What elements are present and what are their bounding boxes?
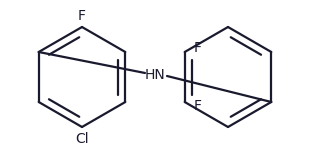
Text: F: F (194, 41, 202, 55)
Text: Cl: Cl (75, 132, 89, 146)
Text: F: F (194, 99, 202, 113)
Text: F: F (78, 9, 86, 23)
Text: HN: HN (145, 68, 165, 82)
